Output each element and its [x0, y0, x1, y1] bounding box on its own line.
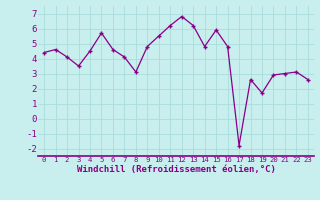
X-axis label: Windchill (Refroidissement éolien,°C): Windchill (Refroidissement éolien,°C) — [76, 165, 276, 174]
